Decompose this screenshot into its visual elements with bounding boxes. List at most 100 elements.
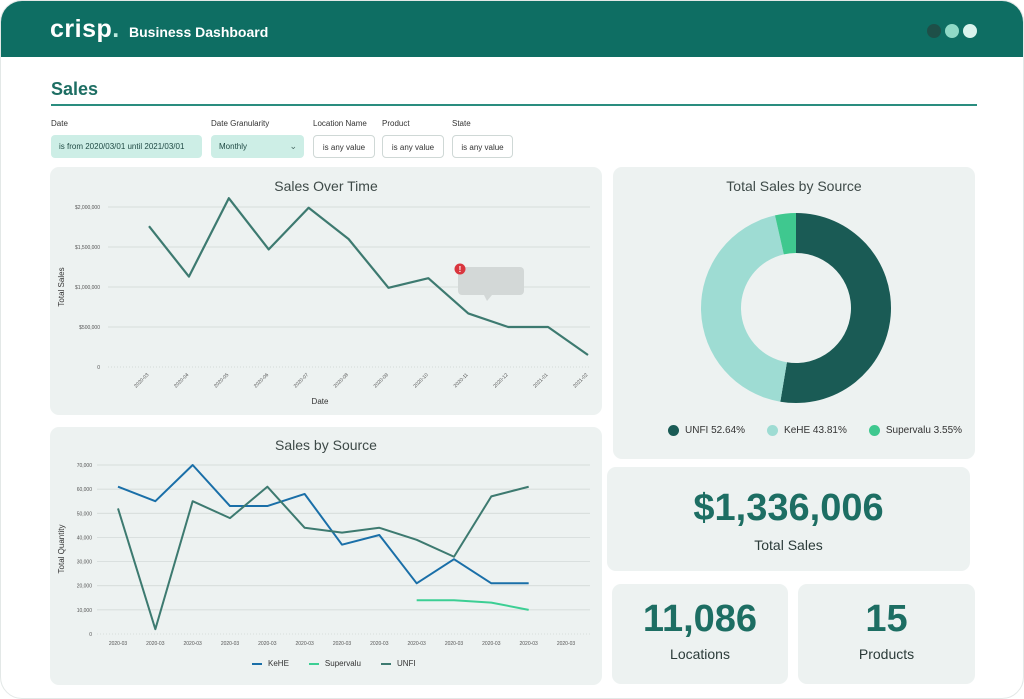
x-tick-label: 2020-03: [519, 641, 538, 647]
alert-icon: [454, 263, 466, 275]
legend-item-unfi-line[interactable]: UNFI: [380, 659, 416, 668]
kehe-swatch-icon: [767, 425, 779, 436]
y-tick-label: 30,000: [77, 560, 93, 566]
x-tick-label: 2020-03: [295, 641, 314, 647]
legend-label-unfi: UNFI 52.64%: [685, 425, 746, 436]
legend-item-unfi[interactable]: UNFI 52.64%: [668, 425, 745, 436]
total-sales-label: Total Sales: [754, 537, 823, 553]
alert-icon-glyph: !: [459, 265, 462, 274]
x-tick-label: 2020-03: [221, 641, 240, 647]
x-tick-label: 2020-03: [183, 641, 202, 647]
legend-label-supervalu: Supervalu 3.55%: [885, 425, 963, 436]
x-tick-label: 2020-03: [482, 641, 501, 647]
x-tick-label: 2020-03: [333, 641, 352, 647]
total-sales-by-source-title: Total Sales by Source: [726, 178, 862, 194]
x-tick-label: 2020-07: [293, 372, 310, 389]
donut-slice-kehe: [701, 215, 787, 402]
x-tick-label: 2020-03: [445, 641, 464, 647]
x-tick-label: 2020-03: [557, 641, 576, 647]
y-tick-label: 40,000: [77, 535, 93, 541]
unfi-line-icon: [380, 662, 391, 665]
y-tick-label: $1,000,000: [75, 285, 100, 291]
x-tick-label: 2020-11: [453, 372, 470, 389]
sales-over-time-card: Sales Over Time 0 $500,000 $1,000,000 $1,50…: [50, 167, 602, 415]
filter-state-field[interactable]: is any value: [452, 135, 513, 158]
sales-by-source-card: Sales by Source 0 10,000 20,000 30,000 40,00…: [50, 427, 602, 685]
supervalu-line-icon: [308, 662, 319, 665]
legend-label-unfi-line: UNFI: [396, 659, 416, 668]
filter-granularity-label: Date Granularity: [211, 119, 270, 128]
locations-label: Locations: [670, 646, 730, 662]
y-axis-label: Total Quantity: [57, 525, 66, 574]
sales-by-source-title: Sales by Source: [275, 437, 377, 453]
series-line-supervalu: [416, 599, 529, 611]
sales-by-source-donut-chart: [701, 213, 891, 403]
x-tick-label: 2020-09: [373, 372, 390, 389]
y-tick-label: $500,000: [79, 325, 100, 331]
x-tick-label: 2020-04: [173, 372, 190, 389]
sales-by-source-legend: KeHE Supervalu UNFI: [252, 659, 436, 668]
legend-label-kehe-line: KeHE: [268, 659, 289, 668]
legend-label-kehe: KeHE 43.81%: [784, 425, 847, 436]
legend-item-supervalu[interactable]: Supervalu 3.55%: [868, 425, 963, 436]
donut-slice-supervalu: [774, 213, 796, 255]
app-title: Business Dashboard: [129, 24, 269, 40]
total-sales-value: $1,336,006: [693, 487, 884, 529]
legend-label-supervalu-line: Supervalu: [324, 659, 361, 668]
sales-over-time-chart: 0 $500,000 $1,000,000 $1,500,000 $2,000,000 2…: [57, 197, 590, 406]
y-tick-label: $1,500,000: [75, 245, 100, 251]
series-line-kehe: [117, 464, 529, 585]
y-tick-label: 60,000: [77, 487, 93, 493]
series-line-unfi: [117, 485, 529, 631]
x-tick-label: 2020-06: [253, 372, 270, 389]
products-value: 15: [865, 598, 908, 640]
y-tick-label: 50,000: [77, 511, 93, 517]
x-tick-label: 2020-05: [213, 372, 230, 389]
donut-slice-unfi: [780, 213, 891, 403]
supervalu-swatch-icon: [868, 425, 880, 436]
x-tick-label: 2020-03: [146, 641, 165, 647]
x-tick-label: 2020-08: [333, 372, 350, 389]
sales-by-source-chart: 0 10,000 20,000 30,000 40,000 50,000 60,000 70,…: [57, 463, 590, 647]
filter-product-field[interactable]: is any value: [382, 135, 444, 158]
granularity-value: Monthly: [219, 142, 248, 151]
legend-item-supervalu-line[interactable]: Supervalu: [308, 659, 361, 668]
donut-legend: UNFI 52.64% KeHE 43.81% Supervalu 3.55%: [668, 425, 984, 436]
filter-location-field[interactable]: is any value: [313, 135, 375, 158]
window-control-dark-icon[interactable]: [927, 24, 941, 38]
x-tick-label: 2020-03: [370, 641, 389, 647]
filter-product-label: Product: [382, 119, 410, 128]
y-tick-label: $2,000,000: [75, 205, 100, 211]
legend-item-kehe-line[interactable]: KeHE: [252, 659, 289, 668]
x-tick-label: 2020-12: [492, 372, 509, 389]
x-tick-label: 2021-01: [532, 372, 549, 389]
chevron-down-icon: ⌄: [289, 141, 297, 151]
y-tick-label: 70,000: [77, 463, 93, 469]
window-control-patterned-icon[interactable]: [945, 24, 959, 38]
sales-over-time-title: Sales Over Time: [274, 178, 378, 194]
x-tick-label: 2020-03: [109, 641, 128, 647]
y-tick-label: 0: [89, 632, 92, 638]
total-sales-by-source-card: Total Sales by Source UNFI 52.64% KeHE 4…: [613, 167, 975, 459]
window-control-light-icon[interactable]: [963, 24, 977, 38]
kehe-line-icon: [252, 662, 262, 665]
crisp-logo[interactable]: crisp.: [50, 15, 120, 43]
filter-date-field[interactable]: is from 2020/03/01 until 2021/03/01: [51, 135, 202, 158]
page-title: Sales: [51, 79, 99, 99]
x-tick-label: 2020-03: [258, 641, 277, 647]
unfi-swatch-icon: [668, 425, 679, 436]
x-tick-label: 2020-03: [133, 372, 150, 389]
sales-line: [148, 197, 589, 356]
legend-item-kehe[interactable]: KeHE 43.81%: [767, 425, 847, 436]
y-tick-label: 10,000: [77, 608, 93, 614]
x-axis-label: Date: [312, 397, 329, 406]
filter-granularity-select[interactable]: Monthly ⌄: [211, 135, 304, 158]
filter-location-label: Location Name: [313, 119, 367, 128]
filter-date-label: Date: [51, 119, 68, 128]
products-kpi-card: 15 Products: [798, 584, 975, 684]
x-tick-label: 2021-02: [572, 372, 589, 389]
x-tick-label: 2020-10: [413, 372, 430, 389]
x-tick-label: 2020-03: [407, 641, 426, 647]
filter-state-label: State: [452, 119, 471, 128]
